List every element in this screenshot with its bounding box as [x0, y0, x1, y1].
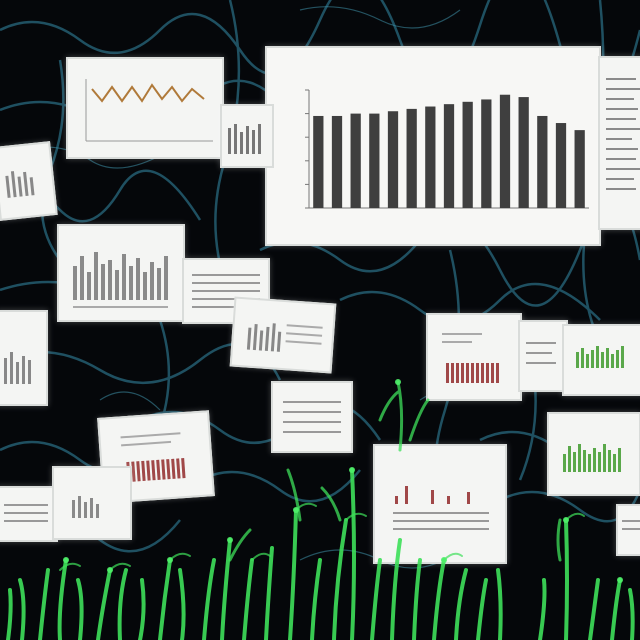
card-left-edge-1 — [0, 141, 58, 221]
card-bottom-left-2 — [52, 466, 132, 540]
main-chart-bar — [406, 108, 417, 208]
main-chart-bar — [313, 115, 324, 208]
main-chart-bar — [369, 113, 380, 208]
main-chart-bar — [462, 101, 473, 208]
card-top-left-line-chart — [66, 57, 224, 159]
main-chart-bar — [331, 115, 343, 208]
card-bottom-center — [373, 444, 507, 564]
card-tilted-bars — [229, 296, 337, 374]
main-chart-bar — [425, 106, 436, 208]
card-center-small — [271, 381, 353, 453]
main-chart-bar — [443, 104, 455, 208]
card-right-edge-text — [598, 56, 640, 230]
main-bar-chart-card — [265, 46, 601, 246]
main-chart-bar — [350, 113, 361, 208]
main-chart-bar — [574, 130, 585, 208]
main-chart-bar — [518, 97, 529, 208]
card-red-bars-right — [426, 313, 522, 401]
main-chart-bar — [499, 94, 511, 208]
card-mid-left-bars — [57, 224, 185, 322]
card-green-bars-lower — [547, 412, 640, 496]
main-chart-bar — [481, 99, 492, 208]
card-right-bottom-edge — [616, 504, 640, 556]
main-chart-bar — [555, 123, 567, 208]
main-bar-chart — [305, 89, 589, 209]
main-chart-bar — [387, 111, 399, 208]
card-small-bars-1 — [220, 104, 274, 168]
main-chart-bar — [537, 115, 548, 208]
card-green-bars-right — [562, 324, 640, 396]
card-right-small — [518, 320, 568, 392]
card-left-edge-2 — [0, 310, 48, 406]
card-bottom-left-1 — [0, 486, 58, 542]
